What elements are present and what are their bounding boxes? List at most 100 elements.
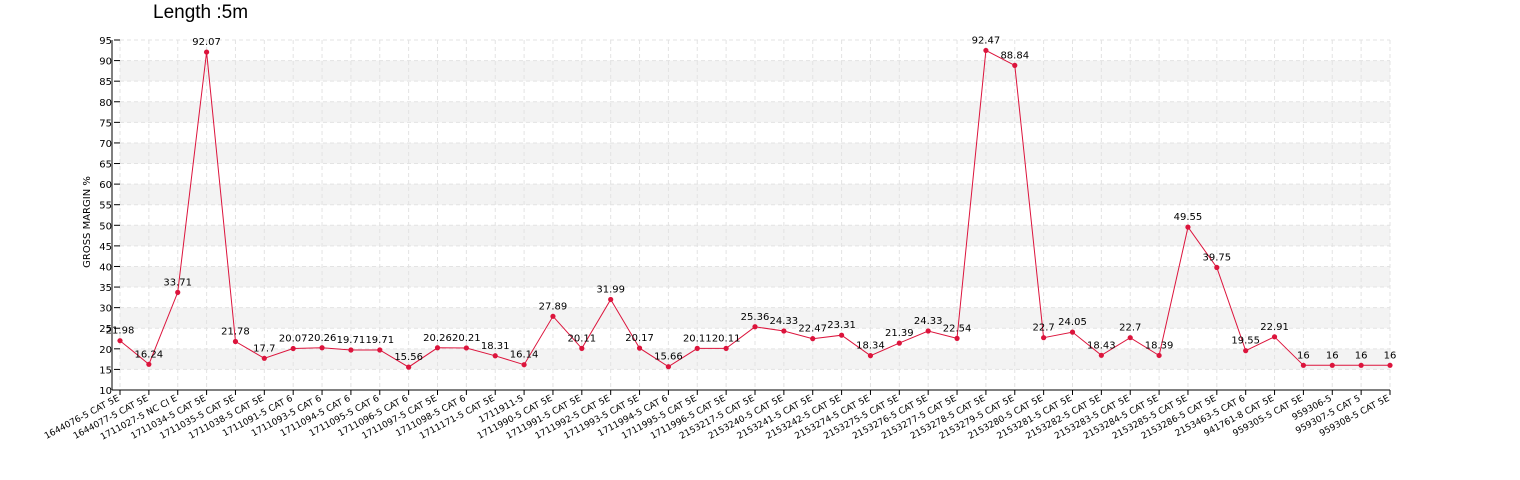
data-point [781, 328, 787, 334]
y-tick-labels: 10 15 20 25 30 35 40 45 50 55 60 65 70 75 80 85 90 95 [99, 36, 112, 397]
data-label: 19.55 [1231, 336, 1260, 347]
data-point [550, 313, 556, 319]
data-label: 49.55 [1174, 212, 1203, 223]
data-label: 17.7 [253, 343, 275, 354]
y-tick-label: 70 [99, 139, 112, 150]
data-point [867, 353, 874, 359]
data-point [1098, 352, 1104, 358]
data-label: 20.11 [683, 333, 712, 344]
data-label: 22.91 [1260, 322, 1289, 333]
data-point [434, 345, 441, 351]
data-point [261, 355, 267, 361]
data-point [348, 347, 354, 353]
data-point [203, 49, 210, 55]
data-label: 92.47 [972, 35, 1001, 46]
data-point [810, 336, 816, 342]
data-label: 20.07 [279, 334, 308, 345]
data-label: 20.11 [712, 333, 741, 344]
y-tick-label: 30 [99, 304, 112, 315]
data-point [608, 296, 614, 303]
data-point [1069, 329, 1076, 335]
data-point [319, 345, 325, 351]
data-label: 20.21 [452, 333, 481, 344]
data-label: 22.7 [1033, 323, 1055, 334]
data-label: 18.34 [856, 341, 885, 352]
data-label: 20.17 [625, 333, 654, 344]
data-point [1300, 362, 1307, 368]
data-label: 22.7 [1119, 323, 1141, 334]
data-label: 16 [1326, 350, 1339, 361]
data-point [175, 289, 181, 295]
data-point [146, 361, 152, 367]
data-point [694, 345, 700, 351]
data-label: 21.78 [221, 326, 250, 337]
data-label: 24.33 [770, 316, 799, 327]
y-tick-label: 15 [99, 365, 112, 376]
background-band [120, 266, 1390, 288]
y-tick-label: 90 [99, 57, 112, 68]
data-label: 33.71 [163, 277, 192, 288]
data-point [1358, 362, 1364, 368]
data-point [1156, 352, 1162, 359]
data-label: 31.99 [596, 284, 625, 295]
data-label: 16.14 [510, 350, 539, 361]
data-label: 24.33 [914, 316, 943, 327]
data-label: 16 [1384, 350, 1397, 361]
data-label: 39.75 [1202, 253, 1231, 264]
data-points [117, 47, 1393, 370]
y-tick-label: 25 [99, 324, 112, 335]
data-point [1185, 224, 1191, 230]
data-label: 22.54 [943, 323, 972, 334]
data-point [492, 353, 498, 359]
data-label: 16 [1355, 350, 1368, 361]
data-label: 92.07 [192, 37, 221, 48]
data-label: 21.39 [885, 328, 914, 339]
data-label: 16 [1297, 350, 1310, 361]
data-point [896, 340, 902, 346]
data-point [377, 347, 383, 353]
data-label: 16.24 [135, 349, 164, 360]
data-label: 20.26 [308, 333, 337, 344]
data-point [1214, 264, 1220, 271]
data-point [521, 362, 527, 368]
data-label: 15.56 [394, 352, 423, 363]
axes [111, 39, 1391, 395]
chart-title: Length :5m [153, 2, 249, 23]
data-label: 18.43 [1087, 340, 1116, 351]
y-tick-label: 10 [99, 386, 112, 397]
data-point [1387, 362, 1393, 368]
data-point [925, 328, 931, 334]
data-point [1127, 335, 1133, 341]
data-point [579, 345, 585, 351]
data-label: 19.71 [337, 335, 366, 346]
y-tick-label: 35 [99, 283, 112, 294]
data-label: 15.66 [654, 352, 683, 363]
data-label: 21.98 [106, 326, 135, 337]
data-label: 20.11 [567, 333, 596, 344]
data-label: 25.36 [741, 312, 770, 323]
y-tick-label: 85 [99, 77, 112, 88]
y-tick-label: 60 [99, 180, 112, 191]
y-tick-label: 65 [99, 160, 112, 171]
y-tick-label: 95 [99, 36, 112, 47]
y-tick-label: 40 [99, 262, 112, 273]
data-point [1329, 362, 1335, 368]
data-point [1271, 334, 1278, 340]
data-label: 20.26 [423, 333, 452, 344]
data-label: 19.71 [365, 335, 394, 346]
data-label: 88.84 [1000, 50, 1029, 61]
y-tick-label: 55 [99, 201, 112, 212]
data-label: 18.31 [481, 341, 510, 352]
data-label: 24.05 [1058, 317, 1087, 328]
data-label: 23.31 [827, 320, 856, 331]
data-point [1041, 335, 1047, 341]
data-point [1243, 348, 1249, 354]
data-point [983, 47, 989, 54]
y-tick-label: 50 [99, 221, 112, 232]
y-tick-label: 20 [99, 345, 112, 356]
data-point [463, 345, 469, 351]
data-point [406, 364, 412, 370]
